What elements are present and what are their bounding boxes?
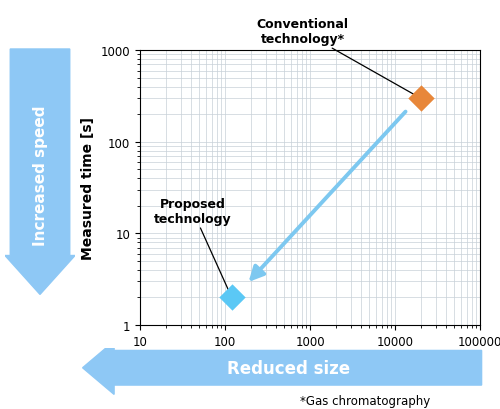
Point — [416, 96, 424, 102]
FancyArrow shape — [82, 341, 481, 394]
Text: *Gas chromatography: *Gas chromatography — [300, 394, 430, 407]
Text: Proposed
technology: Proposed technology — [154, 198, 232, 292]
Point — [228, 294, 235, 301]
X-axis label: Size [cm³]: Size [cm³] — [267, 355, 353, 370]
Y-axis label: Measured time [s]: Measured time [s] — [81, 117, 95, 259]
Text: Increased speed: Increased speed — [32, 105, 48, 245]
Text: Conventional
technology*: Conventional technology* — [256, 18, 416, 96]
Text: Reduced size: Reduced size — [227, 359, 350, 377]
FancyArrow shape — [5, 50, 75, 294]
